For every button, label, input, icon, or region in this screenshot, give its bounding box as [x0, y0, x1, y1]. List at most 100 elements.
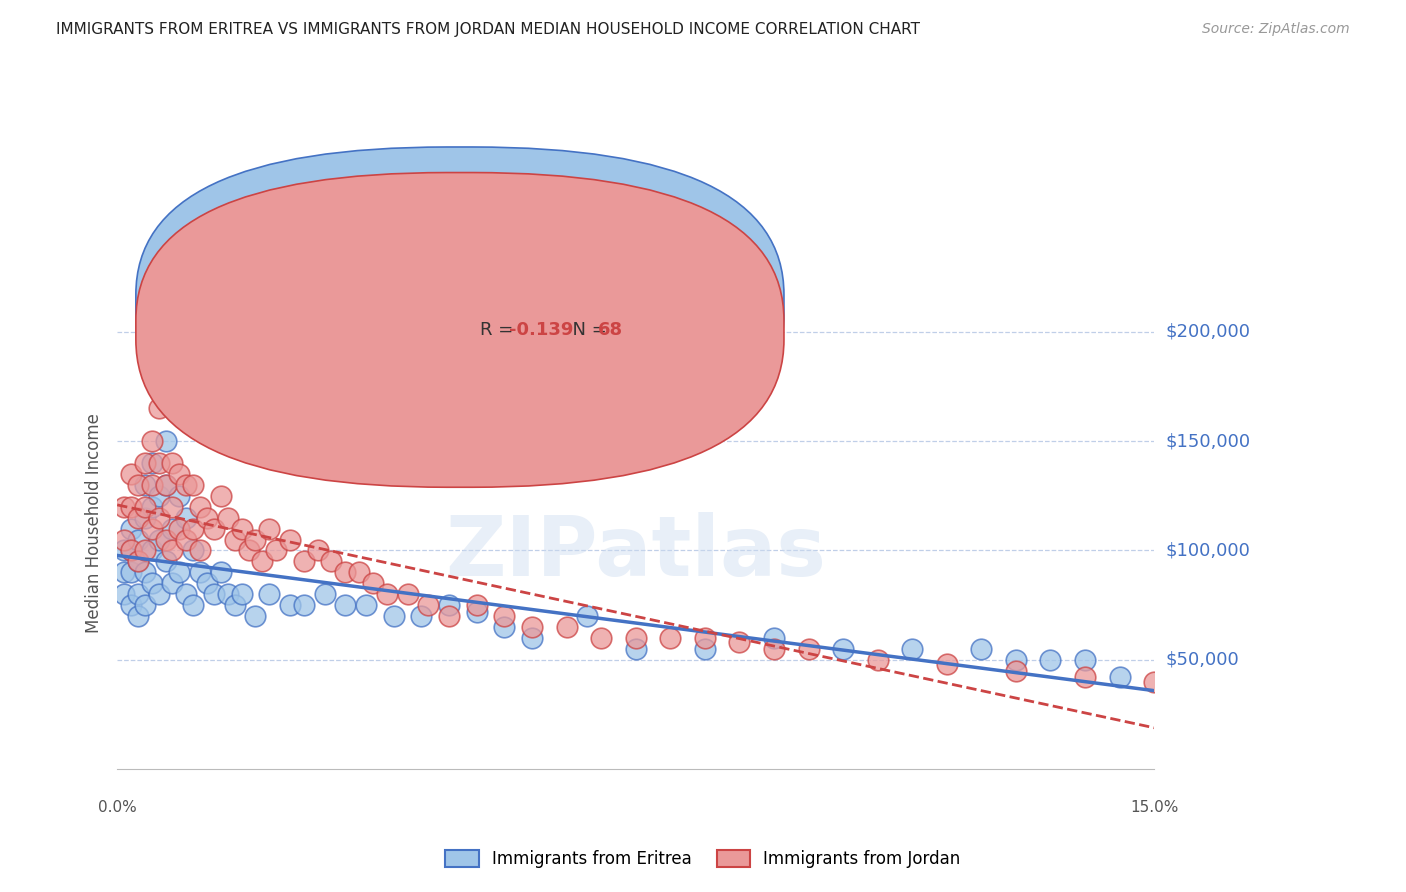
- Point: [155, 533, 177, 547]
- Point: [148, 587, 170, 601]
- Point: [797, 641, 820, 656]
- Point: [224, 533, 246, 547]
- Point: [375, 587, 398, 601]
- Point: [181, 478, 204, 492]
- Point: [162, 500, 184, 514]
- Point: [181, 543, 204, 558]
- Point: [134, 510, 156, 524]
- Point: [1074, 653, 1097, 667]
- Point: [120, 543, 142, 558]
- Point: [202, 522, 225, 536]
- Point: [148, 510, 170, 524]
- Point: [252, 554, 274, 568]
- Point: [314, 587, 336, 601]
- Text: $50,000: $50,000: [1166, 651, 1239, 669]
- Text: $200,000: $200,000: [1166, 323, 1250, 341]
- Point: [217, 510, 239, 524]
- Point: [238, 543, 260, 558]
- Point: [494, 609, 516, 624]
- Point: [148, 401, 170, 416]
- Point: [176, 510, 198, 524]
- Text: 68: 68: [599, 321, 623, 339]
- Point: [134, 543, 156, 558]
- Point: [155, 434, 177, 449]
- Point: [127, 554, 149, 568]
- Point: [224, 598, 246, 612]
- Point: [155, 478, 177, 492]
- Point: [321, 554, 343, 568]
- Point: [141, 434, 163, 449]
- Point: [278, 598, 301, 612]
- Point: [134, 598, 156, 612]
- Point: [120, 598, 142, 612]
- FancyBboxPatch shape: [423, 280, 755, 353]
- Point: [1143, 674, 1166, 689]
- Point: [169, 489, 191, 503]
- Text: -0.286: -0.286: [509, 295, 574, 313]
- Point: [169, 566, 191, 580]
- Point: [520, 620, 543, 634]
- Point: [120, 467, 142, 481]
- Text: $150,000: $150,000: [1166, 433, 1250, 450]
- Text: ZIPatlas: ZIPatlas: [446, 512, 827, 593]
- Point: [361, 576, 384, 591]
- Point: [354, 598, 377, 612]
- Text: IMMIGRANTS FROM ERITREA VS IMMIGRANTS FROM JORDAN MEDIAN HOUSEHOLD INCOME CORREL: IMMIGRANTS FROM ERITREA VS IMMIGRANTS FR…: [56, 22, 921, 37]
- Point: [148, 533, 170, 547]
- Point: [162, 456, 184, 470]
- Point: [1039, 653, 1062, 667]
- Point: [120, 543, 142, 558]
- Point: [181, 598, 204, 612]
- Point: [127, 478, 149, 492]
- Point: [935, 657, 957, 672]
- Point: [127, 609, 149, 624]
- Point: [181, 522, 204, 536]
- Point: [591, 631, 613, 645]
- Point: [1108, 670, 1130, 684]
- Point: [382, 609, 405, 624]
- Point: [762, 641, 785, 656]
- Point: [307, 543, 329, 558]
- Point: [134, 456, 156, 470]
- Point: [437, 609, 460, 624]
- Point: [141, 478, 163, 492]
- Point: [292, 598, 315, 612]
- Point: [127, 554, 149, 568]
- Point: [188, 500, 211, 514]
- Point: [624, 641, 647, 656]
- Point: [141, 500, 163, 514]
- Point: [155, 478, 177, 492]
- Point: [162, 522, 184, 536]
- Point: [292, 554, 315, 568]
- Point: [162, 576, 184, 591]
- Point: [176, 478, 198, 492]
- Point: [112, 500, 135, 514]
- Point: [217, 587, 239, 601]
- Point: [112, 566, 135, 580]
- Text: R =: R =: [479, 321, 519, 339]
- Point: [259, 587, 281, 601]
- Point: [176, 587, 198, 601]
- Point: [1005, 653, 1028, 667]
- Point: [120, 500, 142, 514]
- Point: [465, 598, 488, 612]
- Point: [465, 605, 488, 619]
- Point: [396, 587, 419, 601]
- Point: [188, 566, 211, 580]
- Point: [231, 522, 253, 536]
- Point: [141, 522, 163, 536]
- Text: 15.0%: 15.0%: [1130, 799, 1178, 814]
- Point: [169, 467, 191, 481]
- Point: [231, 587, 253, 601]
- Point: [112, 587, 135, 601]
- Point: [728, 635, 751, 649]
- Point: [195, 510, 218, 524]
- Point: [120, 566, 142, 580]
- Point: [176, 533, 198, 547]
- Point: [127, 510, 149, 524]
- Point: [155, 554, 177, 568]
- Point: [245, 533, 267, 547]
- Text: -0.139: -0.139: [509, 321, 574, 339]
- Text: N =: N =: [561, 295, 613, 313]
- Point: [970, 641, 993, 656]
